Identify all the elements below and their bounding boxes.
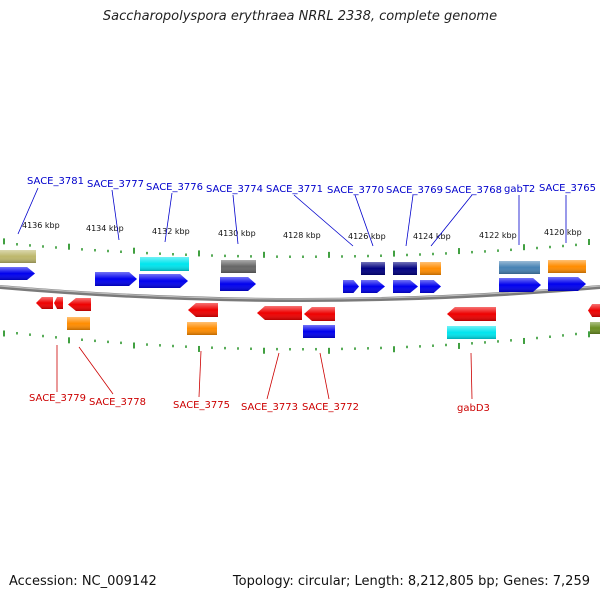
scale-label: 4132 kbp [152,227,190,236]
gene-block[interactable] [67,317,90,330]
top-gene-labels: SACE_3781 SACE_3777 SACE_3776 SACE_3774 … [27,176,596,196]
forward-gene-arrow[interactable] [220,277,256,291]
gene-block[interactable] [499,261,540,274]
forward-gene-arrow[interactable] [499,278,541,292]
gene-label-sace-3769[interactable]: SACE_3769 [386,185,443,196]
gene-block[interactable] [590,322,600,334]
scale-label: 4134 kbp [86,224,124,233]
scale-label: 4120 kbp [544,228,582,237]
reverse-gene-arrow[interactable] [36,297,53,309]
gene-block[interactable] [361,262,385,275]
scale-labels: 4136 kbp 4134 kbp 4132 kbp 4130 kbp 4128… [22,221,582,241]
reverse-gene-arrow[interactable] [304,307,335,321]
topology-text: Topology: circular; Length: 8,212,805 bp… [232,574,590,589]
gene-label-sace-3774[interactable]: SACE_3774 [206,184,263,195]
reverse-gene-arrow[interactable] [447,307,496,321]
reverse-gene-arrow[interactable] [54,297,63,309]
gene-block[interactable] [187,322,217,335]
forward-gene-arrow[interactable] [420,280,441,293]
gene-block[interactable] [420,262,441,275]
gene-label-gabt2[interactable]: gabT2 [504,184,535,195]
forward-gene-arrow[interactable] [139,274,188,288]
scale-label: 4126 kbp [348,232,386,241]
forward-gene-arrow[interactable] [361,280,385,293]
gene-block[interactable] [0,250,36,263]
forward-gene-arrow[interactable] [343,280,359,293]
gene-label-sace-3773[interactable]: SACE_3773 [241,402,298,413]
gene-label-sace-3768[interactable]: SACE_3768 [445,185,502,196]
forward-gene-arrow[interactable] [95,272,137,286]
gene-label-sace-3778[interactable]: SACE_3778 [89,397,146,408]
gene-label-sace-3779[interactable]: SACE_3779 [29,393,86,404]
genome-backbone [0,285,600,302]
accession-text: Accession: NC_009142 [9,574,157,589]
genome-backbone-highlight [0,285,600,300]
reverse-gene-arrow[interactable] [68,298,91,311]
gene-features [0,250,600,339]
gene-block[interactable] [393,262,417,275]
bottom-leader-lines [56,345,473,400]
gene-label-gabd3[interactable]: gabD3 [457,403,490,414]
gene-label-sace-3777[interactable]: SACE_3777 [87,179,144,190]
gene-block[interactable] [548,260,586,273]
scale-label: 4128 kbp [283,231,321,240]
forward-gene-arrow[interactable] [548,277,586,291]
scale-label: 4136 kbp [22,221,60,230]
scale-label: 4124 kbp [413,232,451,241]
gene-label-sace-3776[interactable]: SACE_3776 [146,182,203,193]
gene-block[interactable] [447,326,496,339]
gene-label-sace-3770[interactable]: SACE_3770 [327,185,384,196]
gene-label-sace-3781[interactable]: SACE_3781 [27,176,84,187]
gene-label-sace-3771[interactable]: SACE_3771 [266,184,323,195]
gene-label-sace-3775[interactable]: SACE_3775 [173,400,230,411]
gene-label-sace-3765[interactable]: SACE_3765 [539,183,596,194]
scale-label: 4122 kbp [479,231,517,240]
bottom-gene-labels: SACE_3779 SACE_3778 SACE_3775 SACE_3773 … [29,393,490,414]
scale-ticks-bottom [3,330,590,354]
forward-gene-arrow[interactable] [0,267,35,280]
genome-title: Saccharopolyspora erythraea NRRL 2338, c… [102,9,498,24]
top-leader-lines [17,187,567,247]
reverse-gene-arrow[interactable] [257,306,302,320]
scale-ticks-top [3,238,590,258]
gene-block[interactable] [303,325,335,338]
reverse-gene-arrow[interactable] [188,303,218,317]
gene-block[interactable] [221,260,256,273]
gene-label-sace-3772[interactable]: SACE_3772 [302,402,359,413]
forward-gene-arrow[interactable] [393,280,418,293]
gene-block[interactable] [140,257,189,271]
reverse-gene-arrow[interactable] [588,304,600,317]
